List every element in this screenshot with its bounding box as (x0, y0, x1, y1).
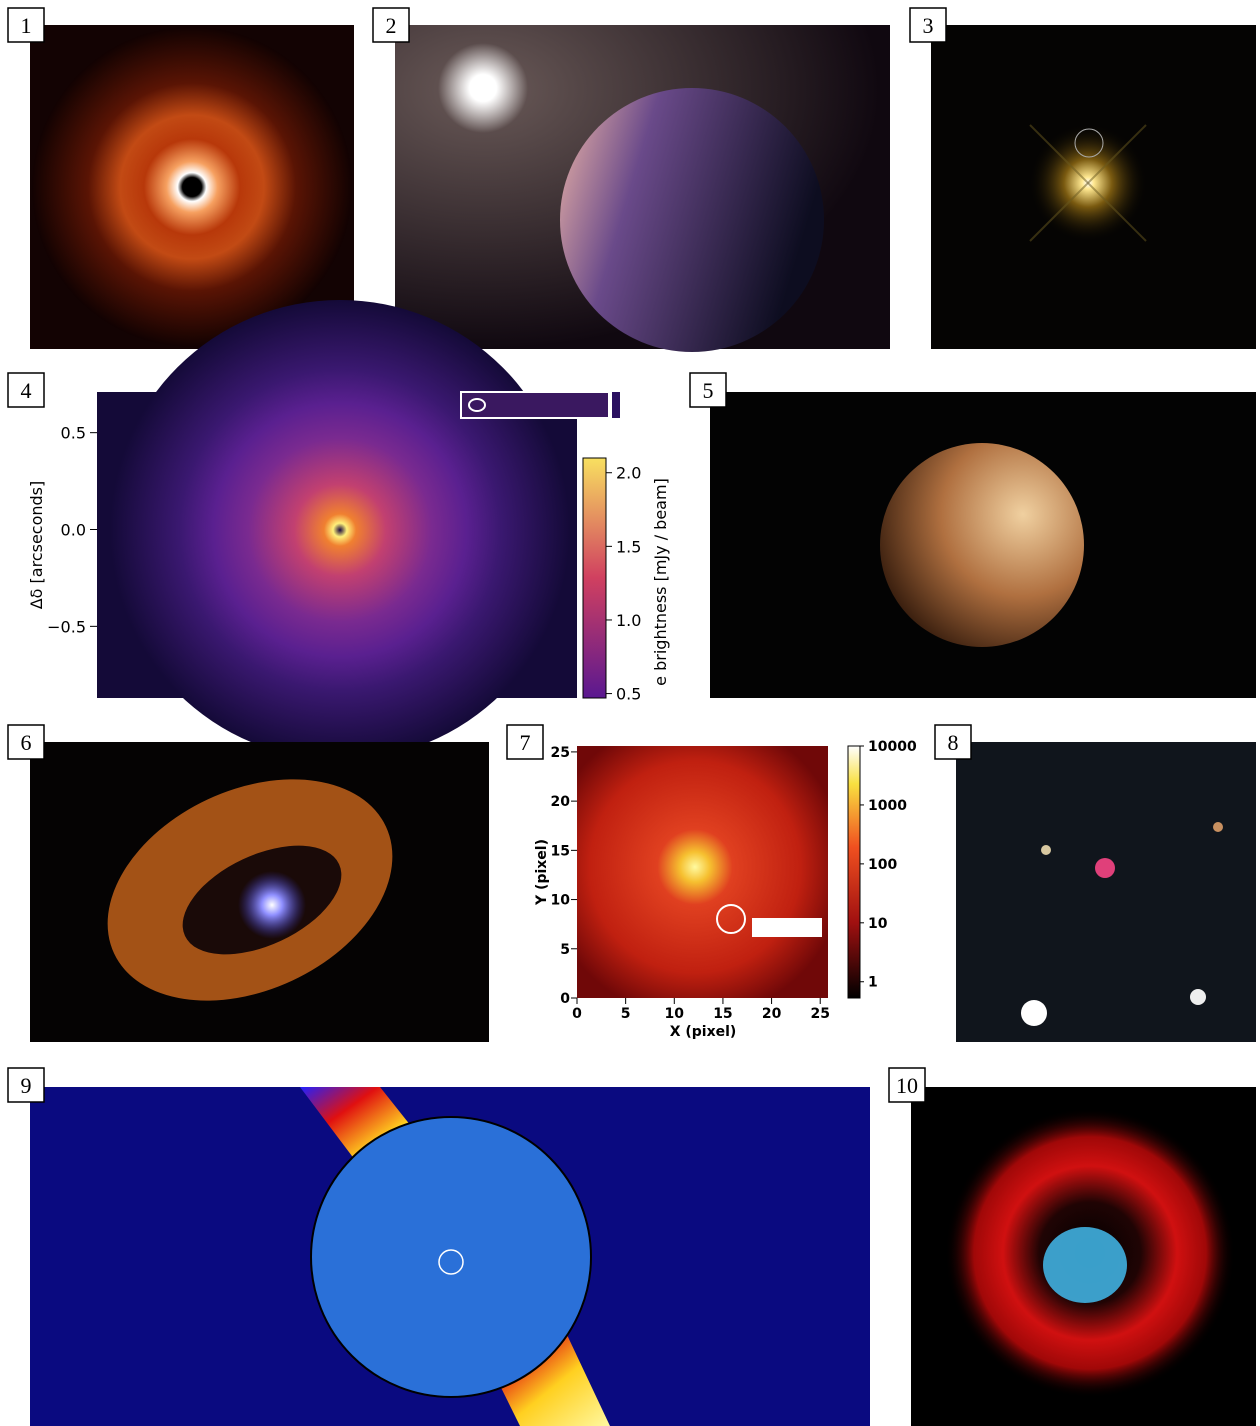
label-box (372, 7, 410, 43)
panel-label: 6 (21, 730, 32, 755)
label-box (7, 1067, 45, 1103)
colorbar-tick-label: 2.0 (616, 464, 641, 483)
y-tick-label: 0 (560, 991, 570, 1007)
panel-4-image (97, 300, 620, 760)
panel-8-image (956, 742, 1256, 1042)
panel-label: 3 (923, 13, 934, 38)
colorbar-tick-label: 10 (868, 916, 888, 932)
label-box (689, 372, 727, 408)
y-axis-label: Δδ [arcseconds] (27, 481, 46, 610)
panel-label: 2 (386, 13, 397, 38)
y-tick-label: −0.5 (47, 617, 86, 636)
y-tick-label: 10 (551, 893, 571, 909)
y-tick-label: 0.0 (61, 521, 86, 540)
panel-6-image (30, 742, 489, 1042)
x-tick-label: 25 (810, 1006, 829, 1022)
label-box (934, 724, 972, 760)
y-tick-label: 25 (551, 745, 570, 761)
x-tick-label: 0 (572, 1006, 582, 1022)
colorbar-tick-label: 1000 (868, 798, 907, 814)
colorbar-tick-label: 10000 (868, 739, 917, 755)
label-box (7, 724, 45, 760)
label-box (888, 1067, 926, 1103)
panel-label: 9 (21, 1073, 32, 1098)
x-tick-label: 20 (762, 1006, 782, 1022)
y-tick-label: 15 (551, 843, 570, 859)
colorbar-label: e brightness [mJy / beam] (651, 478, 670, 686)
colorbar-tick-label: 0.5 (616, 685, 641, 704)
label-box (506, 724, 544, 760)
x-axis-label: X (pixel) (670, 1024, 737, 1040)
panel-1-image (30, 25, 354, 349)
colorbar-tick-label: 1.0 (616, 611, 641, 630)
panel-5-image (710, 392, 1256, 698)
y-tick-label: 0.5 (61, 424, 86, 443)
x-tick-label: 10 (665, 1006, 685, 1022)
label-box (909, 7, 947, 43)
panel-3-image (931, 25, 1256, 349)
colorbar-tick-label: 1 (868, 975, 878, 991)
x-tick-label: 5 (621, 1006, 631, 1022)
panel-9-image (30, 1087, 870, 1426)
colorbar-tick-label: 1.5 (616, 537, 641, 556)
label-box (7, 7, 45, 43)
panel-label: 7 (520, 730, 531, 755)
panel-7-image (577, 745, 861, 999)
panel-label: 1 (21, 13, 32, 38)
label-box (7, 372, 45, 408)
panel-label: 10 (896, 1073, 918, 1098)
panel-label: 8 (948, 730, 959, 755)
panel-label: 5 (703, 378, 714, 403)
panel-2-image (395, 25, 890, 352)
panel-10-image (911, 1087, 1256, 1426)
y-tick-label: 20 (551, 794, 571, 810)
colorbar-tick-label: 100 (868, 857, 897, 873)
panel-label: 4 (21, 378, 32, 403)
x-tick-label: 15 (713, 1006, 732, 1022)
y-axis-label: Y (pixel) (534, 839, 550, 906)
y-tick-label: 5 (560, 942, 570, 958)
